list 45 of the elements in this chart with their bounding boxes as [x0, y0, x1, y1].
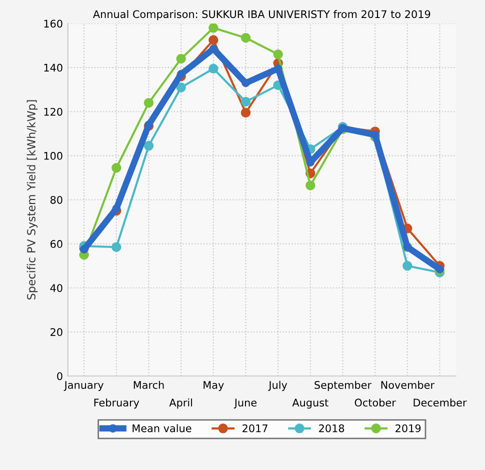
y-tick-label: 140 — [44, 64, 62, 72]
point — [240, 108, 251, 118]
y-tick-label: 80 — [50, 196, 62, 204]
point — [208, 35, 218, 45]
point — [112, 162, 122, 173]
x-tick-label: February — [94, 398, 140, 409]
point — [176, 70, 186, 78]
y-tick-label: 60 — [50, 240, 62, 248]
x-tick-label: May — [204, 381, 224, 391]
x-tick-label: August — [292, 398, 328, 409]
x-tick-label: September — [314, 380, 372, 391]
y-tick-label: 0 — [57, 372, 62, 380]
point — [176, 54, 186, 64]
point — [144, 98, 154, 108]
legend-label: 2017 — [242, 424, 268, 432]
y-tick-label: 160 — [44, 20, 62, 28]
point — [112, 204, 121, 213]
y-tick-label: 20 — [50, 328, 62, 336]
legend-label: 2018 — [319, 424, 344, 432]
x-tick-label: March — [134, 380, 164, 389]
x-tick-label: July — [268, 380, 288, 391]
y-tick-label: 100 — [44, 152, 62, 160]
point — [208, 24, 218, 33]
legend-label: Mean value — [132, 424, 192, 432]
point — [240, 32, 251, 43]
y-tick-label: 120 — [44, 108, 62, 116]
point — [306, 180, 316, 190]
point — [240, 96, 251, 107]
point — [144, 140, 154, 151]
y-axis-title: Specific PV System Yield [kWh/kWp] — [26, 100, 38, 300]
y-tick-label: 40 — [50, 284, 62, 292]
chart-title: Annual Comparison: SUKKUR IBA UNIVERISTY from 2017 to 2019 — [93, 10, 430, 20]
x-tick-label: October — [354, 398, 396, 407]
x-tick-label: November — [381, 380, 434, 389]
x-tick-label: April — [169, 398, 192, 409]
legend-label: 2019 — [396, 424, 421, 432]
point — [273, 49, 283, 60]
point — [242, 78, 250, 88]
point — [112, 242, 122, 252]
x-tick-label: June — [234, 398, 257, 408]
x-tick-label: January — [64, 381, 104, 391]
point — [208, 64, 218, 74]
x-tick-label: December — [414, 398, 467, 407]
point — [176, 82, 186, 92]
point — [402, 260, 412, 271]
